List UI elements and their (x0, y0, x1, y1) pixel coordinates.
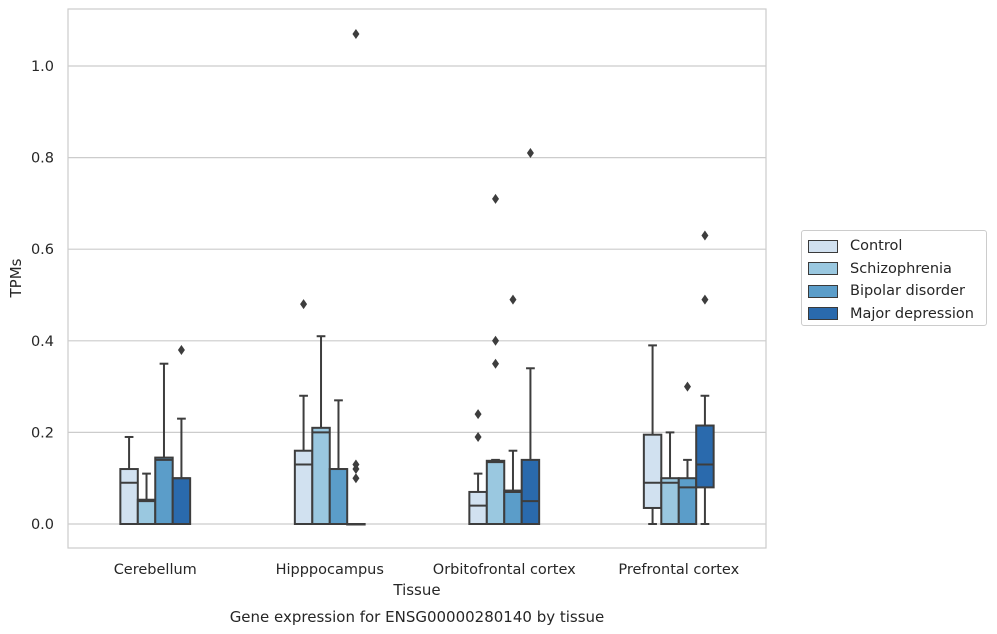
legend-label: Major depression (850, 305, 974, 322)
y-tick-label: 0.0 (31, 517, 54, 533)
legend-swatch (808, 284, 838, 298)
legend-item-schizophrenia[interactable]: Schizophrenia (808, 258, 986, 281)
legend-swatch (808, 262, 838, 276)
box-control (468, 409, 488, 526)
box-major-depression (346, 28, 366, 526)
legend-item-major-depression[interactable]: Major depression (808, 303, 986, 326)
box-schizophrenia (660, 431, 680, 526)
iqr-box (695, 424, 715, 489)
box-control (642, 344, 663, 525)
boxes (119, 28, 715, 526)
outlier-point (492, 358, 500, 369)
box-bipolar-disorder (677, 381, 698, 526)
box-control (119, 435, 139, 526)
box-bipolar-disorder (328, 399, 349, 526)
outlier-point (300, 299, 308, 310)
legend-swatch (808, 307, 838, 321)
legend-label: Control (850, 238, 903, 255)
y-tick-label: 0.6 (31, 242, 54, 258)
y-tick-labels: 0.0 0.2 0.4 0.6 0.8 1.0 (31, 59, 54, 533)
outlier-point (474, 431, 482, 442)
outlier-point (701, 230, 709, 241)
legend-label: Bipolar disorder (850, 283, 965, 300)
legend-label: Schizophrenia (850, 260, 952, 277)
legend: Control Schizophrenia Bipolar disorder M… (801, 230, 987, 326)
iqr-box (503, 489, 523, 526)
iqr-box (154, 456, 174, 525)
iqr-box (119, 468, 139, 526)
outlier-point (177, 344, 185, 355)
box-major-depression (171, 344, 192, 526)
box-major-depression (695, 230, 715, 525)
outlier-point (492, 335, 500, 346)
y-axis-label: TPMs (7, 258, 25, 298)
box-control (293, 299, 314, 525)
x-tick-label: Orbitofrontal cortex (433, 562, 576, 578)
iqr-box (485, 459, 506, 525)
iqr-box (520, 458, 541, 526)
outlier-point (492, 193, 500, 204)
outlier-point (352, 459, 360, 470)
outlier-point (701, 294, 709, 305)
outlier-point (352, 473, 360, 484)
outlier-point (352, 28, 360, 39)
iqr-box (311, 426, 331, 526)
iqr-box (642, 433, 663, 509)
legend-item-control[interactable]: Control (808, 235, 986, 258)
outlier-point (509, 294, 517, 305)
legend-swatch (808, 239, 838, 253)
y-tick-label: 0.2 (31, 425, 54, 441)
x-axis-label: Tissue (392, 581, 440, 599)
iqr-box (136, 498, 157, 526)
outlier-point (526, 148, 534, 159)
iqr-box (677, 477, 698, 526)
iqr-box (293, 449, 314, 525)
x-tick-label: Cerebellum (114, 562, 197, 578)
box-schizophrenia (485, 193, 506, 525)
y-tick-label: 0.8 (31, 151, 54, 167)
iqr-box (468, 490, 488, 526)
outlier-point (474, 409, 482, 420)
box-major-depression (520, 148, 541, 526)
chart-caption: Gene expression for ENSG00000280140 by t… (230, 608, 605, 626)
y-tick-label: 0.4 (31, 334, 54, 350)
outlier-point (683, 381, 691, 392)
box-bipolar-disorder (503, 294, 523, 526)
iqr-box (328, 468, 349, 526)
y-tick-label: 1.0 (31, 59, 54, 75)
legend-item-bipolar-disorder[interactable]: Bipolar disorder (808, 280, 986, 303)
x-tick-label: Hipppocampus (276, 562, 384, 578)
iqr-box (660, 477, 680, 526)
x-tick-label: Prefrontal cortex (618, 562, 739, 578)
iqr-box (171, 477, 192, 526)
x-tick-labels: Cerebellum Hipppocampus Orbitofrontal cort… (114, 562, 740, 578)
